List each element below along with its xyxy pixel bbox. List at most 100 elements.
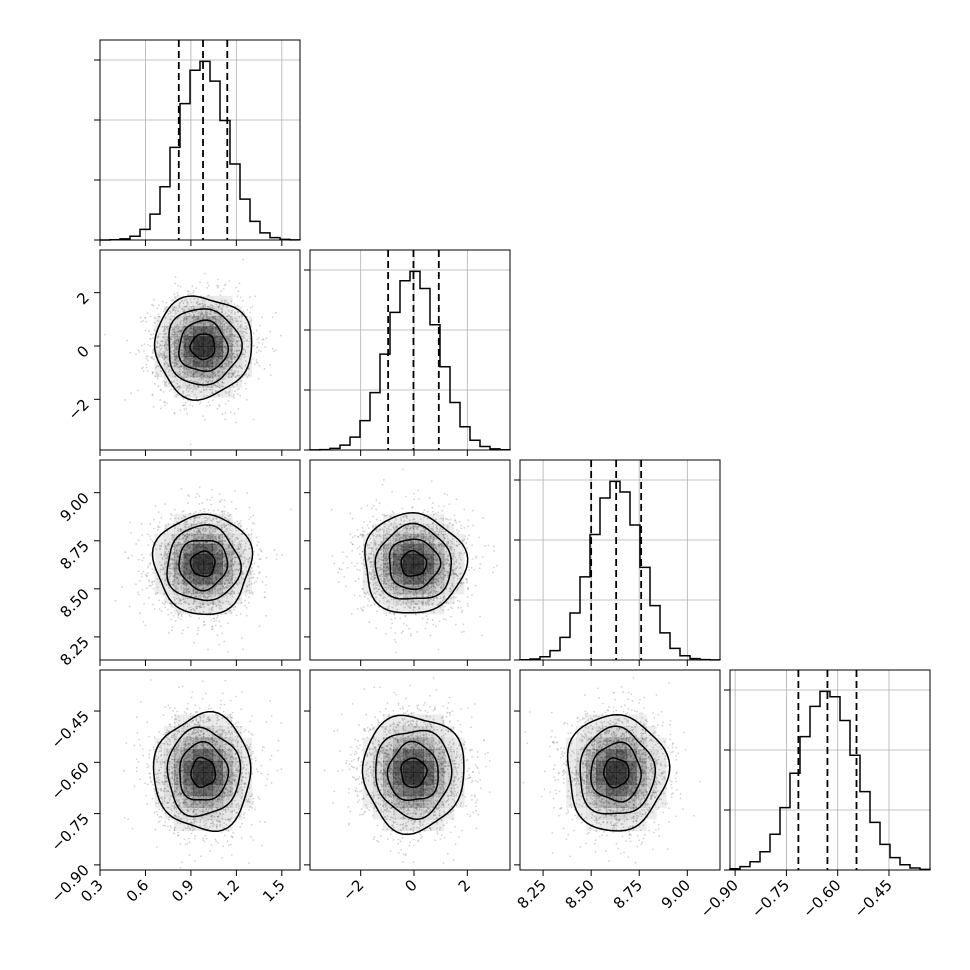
sample-point bbox=[141, 367, 144, 370]
sample-point bbox=[216, 521, 219, 523]
sample-point bbox=[234, 556, 237, 559]
sample-point bbox=[205, 368, 208, 371]
sample-point bbox=[195, 397, 198, 400]
sample-point bbox=[200, 374, 203, 376]
sample-point bbox=[385, 583, 387, 586]
sample-point bbox=[169, 311, 172, 314]
sample-point bbox=[175, 395, 178, 398]
sample-point bbox=[211, 496, 213, 499]
sample-point bbox=[218, 333, 220, 335]
sample-point bbox=[174, 620, 177, 622]
sample-point bbox=[189, 615, 192, 618]
sample-point bbox=[223, 555, 226, 558]
sample-point bbox=[230, 356, 233, 359]
sample-point bbox=[223, 329, 225, 332]
sample-point bbox=[226, 337, 229, 340]
sample-point bbox=[385, 515, 388, 517]
sample-point bbox=[185, 587, 188, 590]
sample-point bbox=[244, 351, 247, 354]
sample-point bbox=[271, 347, 274, 350]
sample-point bbox=[171, 361, 174, 363]
sample-point bbox=[248, 556, 251, 559]
sample-point bbox=[179, 374, 182, 377]
histogram-panel-2 bbox=[304, 249, 511, 456]
sample-point bbox=[206, 374, 209, 377]
sample-point bbox=[206, 541, 208, 544]
sample-point bbox=[147, 355, 150, 358]
sample-point bbox=[237, 547, 240, 550]
sample-point bbox=[224, 510, 226, 513]
sample-point bbox=[177, 359, 180, 362]
sample-point bbox=[206, 584, 209, 587]
sample-point bbox=[218, 520, 221, 523]
sample-point bbox=[215, 326, 217, 329]
sample-point bbox=[237, 311, 240, 313]
sample-point bbox=[238, 282, 241, 285]
sample-point bbox=[172, 333, 175, 336]
sample-point bbox=[265, 337, 268, 340]
sample-point bbox=[233, 412, 236, 415]
sample-point bbox=[414, 591, 417, 594]
sample-point bbox=[218, 537, 221, 540]
sample-point bbox=[215, 577, 218, 579]
sample-point bbox=[156, 586, 159, 589]
sample-point bbox=[189, 298, 192, 300]
sample-point bbox=[201, 537, 204, 539]
sample-point bbox=[386, 579, 389, 582]
sample-point bbox=[172, 558, 175, 560]
sample-point bbox=[157, 335, 160, 338]
sample-point bbox=[181, 340, 184, 343]
sample-point bbox=[214, 361, 217, 364]
sample-point bbox=[172, 308, 175, 311]
sample-point bbox=[380, 543, 382, 546]
sample-point bbox=[168, 564, 171, 567]
sample-point bbox=[426, 517, 429, 520]
sample-point bbox=[220, 308, 223, 310]
sample-point bbox=[206, 312, 208, 315]
sample-point bbox=[193, 307, 195, 310]
sample-point bbox=[190, 332, 193, 335]
sample-point bbox=[210, 589, 213, 591]
sample-point bbox=[149, 554, 152, 556]
sample-point bbox=[200, 584, 203, 587]
sample-point bbox=[164, 357, 166, 359]
sample-point bbox=[202, 367, 205, 369]
sample-point bbox=[142, 366, 144, 369]
sample-point bbox=[227, 600, 230, 603]
sample-point bbox=[199, 303, 202, 306]
sample-point bbox=[250, 583, 253, 585]
sample-point bbox=[168, 586, 171, 589]
sample-point bbox=[173, 309, 175, 311]
sample-point bbox=[240, 546, 242, 548]
sample-point bbox=[224, 345, 227, 348]
sample-point bbox=[233, 544, 236, 546]
sample-point bbox=[170, 346, 173, 349]
sample-point bbox=[440, 587, 443, 590]
sample-point bbox=[197, 626, 200, 629]
sample-point bbox=[225, 364, 228, 366]
sample-point bbox=[191, 374, 194, 377]
sample-point bbox=[167, 364, 170, 367]
sample-point bbox=[176, 363, 178, 365]
sample-point bbox=[196, 375, 199, 378]
sample-point bbox=[216, 520, 218, 523]
sample-point bbox=[147, 564, 150, 567]
sample-point bbox=[205, 388, 208, 391]
sample-point bbox=[190, 609, 192, 611]
sample-point bbox=[407, 532, 409, 534]
sample-point bbox=[213, 334, 216, 337]
sample-point bbox=[412, 606, 415, 609]
sample-point bbox=[238, 387, 240, 390]
sample-point bbox=[209, 376, 212, 378]
sample-point bbox=[220, 552, 223, 555]
sample-point bbox=[233, 608, 236, 611]
sample-point bbox=[172, 380, 175, 383]
sample-point bbox=[218, 361, 221, 364]
sample-point bbox=[245, 328, 248, 331]
sample-point bbox=[197, 317, 200, 320]
sample-point bbox=[198, 605, 200, 608]
sample-point bbox=[214, 551, 216, 554]
sample-point bbox=[416, 592, 419, 595]
sample-point bbox=[164, 404, 167, 407]
sample-point bbox=[213, 536, 216, 538]
